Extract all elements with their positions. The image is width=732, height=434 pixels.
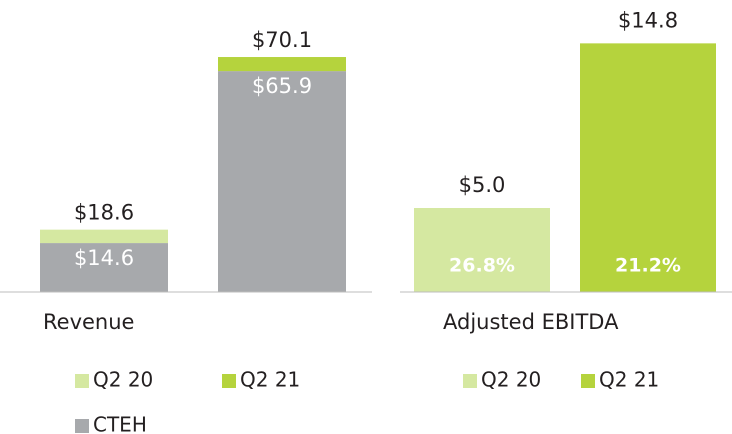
margin-label: 21.2% [615, 255, 681, 277]
legend-swatch [75, 419, 89, 433]
bar [40, 229, 168, 244]
total-label: $70.1 [252, 28, 312, 52]
legend-swatch [222, 374, 236, 388]
value-label: $65.9 [252, 74, 312, 98]
x-axis-label: Adjusted EBITDA [443, 310, 619, 334]
legend-label: Q2 20 [93, 368, 153, 392]
value-label: $5.0 [459, 173, 506, 197]
legend-label: Q2 21 [599, 368, 659, 392]
bar [414, 208, 550, 292]
total-label: $18.6 [74, 201, 134, 225]
legend-label: Q2 21 [240, 368, 300, 392]
bar [218, 57, 346, 72]
bar [218, 71, 346, 292]
legend-swatch [75, 374, 89, 388]
value-label: $14.8 [618, 8, 678, 32]
bar [40, 243, 168, 292]
legend-swatch [463, 374, 477, 388]
legend-label: CTEH [93, 413, 147, 434]
x-axis-label: Revenue [43, 310, 134, 334]
value-label: $14.6 [74, 246, 134, 270]
margin-label: 26.8% [449, 255, 515, 277]
bar [580, 43, 716, 292]
legend-swatch [581, 374, 595, 388]
legend-label: Q2 20 [481, 368, 541, 392]
